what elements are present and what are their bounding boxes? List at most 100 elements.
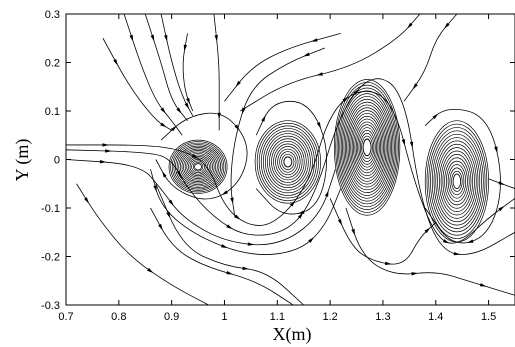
vortex-contour	[192, 161, 204, 172]
flow-arrow	[466, 239, 474, 243]
flow-arrow	[411, 272, 419, 276]
vortex-contour	[355, 124, 379, 171]
vortex-contours	[168, 79, 489, 243]
vortex-contour	[350, 113, 384, 182]
flow-arrow	[235, 80, 241, 88]
flow-arrow	[337, 219, 343, 226]
vortex-contour	[354, 121, 380, 174]
vortex-contour	[442, 154, 472, 209]
flow-arrow	[221, 190, 228, 196]
vortex-contour	[186, 156, 210, 178]
flow-arrow	[409, 141, 414, 149]
vortex-contour	[273, 143, 303, 181]
flow-arrow	[303, 52, 310, 57]
streamline	[345, 207, 515, 296]
x-tick-label: 1.1	[270, 311, 285, 323]
vortex-contour	[191, 160, 205, 174]
streamline	[66, 78, 515, 255]
flow-arrow	[170, 125, 177, 132]
vortex-contour	[168, 139, 228, 194]
vortex-contour	[346, 104, 388, 191]
y-tick-label: -0.2	[41, 252, 60, 264]
vortex-3	[333, 79, 401, 216]
flow-arrow	[247, 242, 255, 246]
vortex-contour	[275, 146, 301, 178]
vortex-contour	[264, 133, 311, 191]
vortex-contour	[184, 154, 212, 179]
y-tick-label: 0.3	[45, 9, 60, 21]
vortex-contour	[277, 148, 299, 176]
flow-arrow	[342, 96, 349, 103]
x-tick-label: 0.8	[111, 311, 126, 323]
vortex-core	[362, 138, 372, 156]
flow-arrow	[453, 251, 461, 256]
flow-arrow	[160, 122, 167, 128]
x-tick-label: 1.5	[481, 311, 496, 323]
vortex-contour	[175, 145, 222, 188]
flow-arrow	[242, 266, 250, 270]
vortex-contour	[338, 87, 397, 208]
flow-arrow	[226, 271, 234, 275]
vortex-contour	[333, 79, 401, 216]
flow-arrow	[166, 211, 171, 219]
flow-arrow	[384, 261, 392, 265]
flow-arrow	[230, 197, 234, 205]
flow-arrow	[221, 244, 228, 249]
vortex-core	[194, 163, 202, 171]
streamline	[66, 90, 515, 244]
vortex-contour	[426, 123, 488, 239]
vortex-contour	[171, 142, 225, 191]
flow-arrow	[261, 115, 266, 122]
vortex-contour	[281, 153, 295, 171]
streamline	[224, 33, 341, 102]
vortex-contour	[438, 147, 475, 216]
flow-arrow	[84, 197, 89, 204]
vortex-contour	[188, 157, 209, 177]
vortex-contour	[447, 164, 467, 199]
flow-arrow	[297, 210, 305, 214]
vortex-contour	[435, 140, 479, 223]
flow-arrow	[186, 97, 191, 105]
x-tick-label: 1	[221, 311, 227, 323]
flow-arrow	[234, 214, 241, 220]
vortex-contour	[258, 125, 317, 199]
vortex-core	[452, 173, 462, 190]
vortex-contour	[183, 153, 213, 181]
vortex-contour	[181, 151, 215, 182]
flow-arrow	[168, 199, 174, 206]
flow-arrow	[498, 205, 505, 212]
y-axis-title: Y (m)	[12, 139, 33, 182]
x-axis-title: X(m)	[273, 324, 312, 345]
vortex-contour	[344, 101, 390, 193]
vortex-contour	[347, 107, 387, 188]
vortex-contour	[430, 130, 484, 233]
flow-field	[66, 14, 515, 305]
flow-arrow	[158, 223, 163, 231]
streamline	[329, 198, 437, 265]
flow-arrow	[310, 38, 318, 42]
vortex-contour	[358, 130, 376, 165]
streamline	[155, 112, 248, 200]
flow-arrow	[102, 143, 110, 147]
streamline	[123, 14, 183, 136]
vortex-contour	[349, 110, 386, 185]
x-tick-labels: 0.7 0.8 0.9 1 1.1 1.2 1.3 1.4 1.5	[58, 311, 496, 323]
vortex-contour	[353, 118, 382, 177]
x-tick-label: 1.4	[428, 311, 443, 323]
flow-arrow	[401, 139, 405, 146]
vortex-contour	[170, 141, 226, 193]
streamline	[76, 183, 209, 305]
streamline	[240, 14, 421, 112]
x-tick-label: 0.9	[164, 311, 179, 323]
vortex-contour	[437, 143, 477, 219]
flow-arrow	[442, 239, 450, 244]
plot-frame	[65, 13, 515, 306]
vortex-contour	[254, 120, 321, 204]
flow-arrow	[407, 22, 413, 29]
flow-arrow	[297, 212, 304, 219]
flow-arrow	[316, 122, 321, 129]
flow-arrow	[424, 227, 431, 234]
streamline	[150, 207, 294, 305]
flow-arrow	[150, 34, 155, 42]
